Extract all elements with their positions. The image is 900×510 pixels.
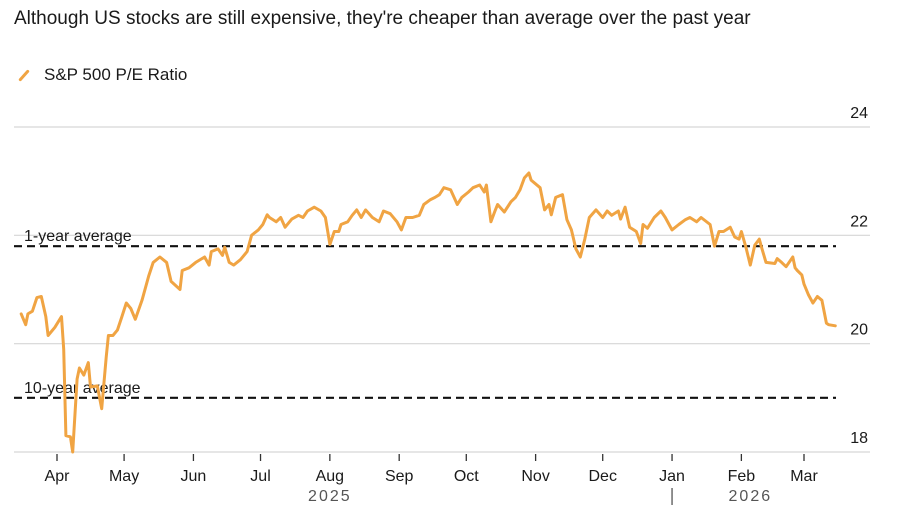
x-tick-label: Jan	[659, 468, 685, 485]
gridlines	[14, 126, 870, 453]
y-tick-label: 22	[850, 213, 868, 230]
x-tick-label: Nov	[521, 468, 549, 485]
year-label: 2025	[308, 488, 352, 505]
chart-title: Although US stocks are still expensive, …	[14, 8, 751, 29]
x-tick-label: Apr	[45, 468, 71, 485]
x-tick-label: Aug	[316, 468, 344, 485]
y-axis: 18 20 22 24	[850, 105, 868, 447]
x-tick-label: May	[109, 468, 139, 485]
series-group	[19, 171, 837, 454]
x-tick-label: Oct	[454, 468, 479, 485]
x-axis: Apr May Jun Jul Aug Sep Oct Nov Dec Jan Feb Mar 2025…	[45, 454, 818, 505]
reference-line-label: 10-year average	[24, 380, 141, 397]
x-tick-label: Sep	[385, 468, 414, 485]
reference-line-label: 1-year average	[24, 228, 132, 245]
x-tick-label: Mar	[790, 468, 818, 485]
y-tick-label: 20	[850, 322, 868, 339]
x-tick-label: Jun	[181, 468, 207, 485]
x-tick-label: Feb	[728, 468, 756, 485]
reference-lines: 1-year average 10-year average	[14, 228, 836, 399]
y-tick-label: 24	[850, 105, 868, 122]
series-line	[19, 171, 837, 454]
x-tick-label: Jul	[250, 468, 270, 485]
y-tick-label: 18	[850, 430, 868, 447]
legend: S&P 500 P/E Ratio	[14, 63, 187, 87]
x-tick-label: Dec	[588, 468, 616, 485]
legend-label: S&P 500 P/E Ratio	[44, 65, 188, 84]
year-label: 2026	[729, 488, 773, 505]
